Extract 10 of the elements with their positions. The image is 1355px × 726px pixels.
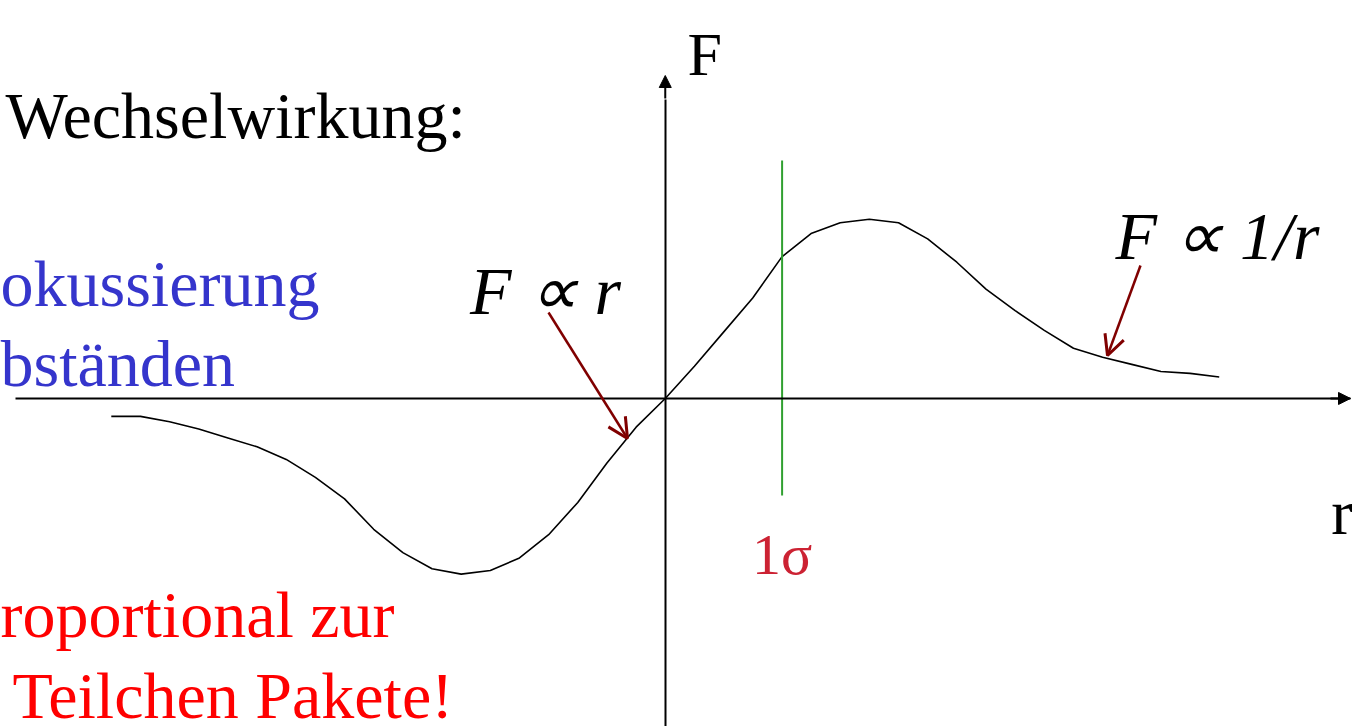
annotation: okussierung	[0, 247, 320, 320]
text: roportional zur	[0, 578, 395, 651]
text: Wechselwirkung:	[5, 79, 466, 152]
annotation: F ∝ r	[469, 252, 622, 329]
text: Teilchen Pakete!	[12, 659, 454, 726]
annotation: F ∝ 1/r	[1114, 197, 1320, 274]
x-axis-title: r	[1331, 477, 1353, 548]
text: 1σ	[751, 522, 813, 587]
annotation: bständen	[0, 327, 236, 400]
y-axis-title: F	[687, 19, 722, 88]
